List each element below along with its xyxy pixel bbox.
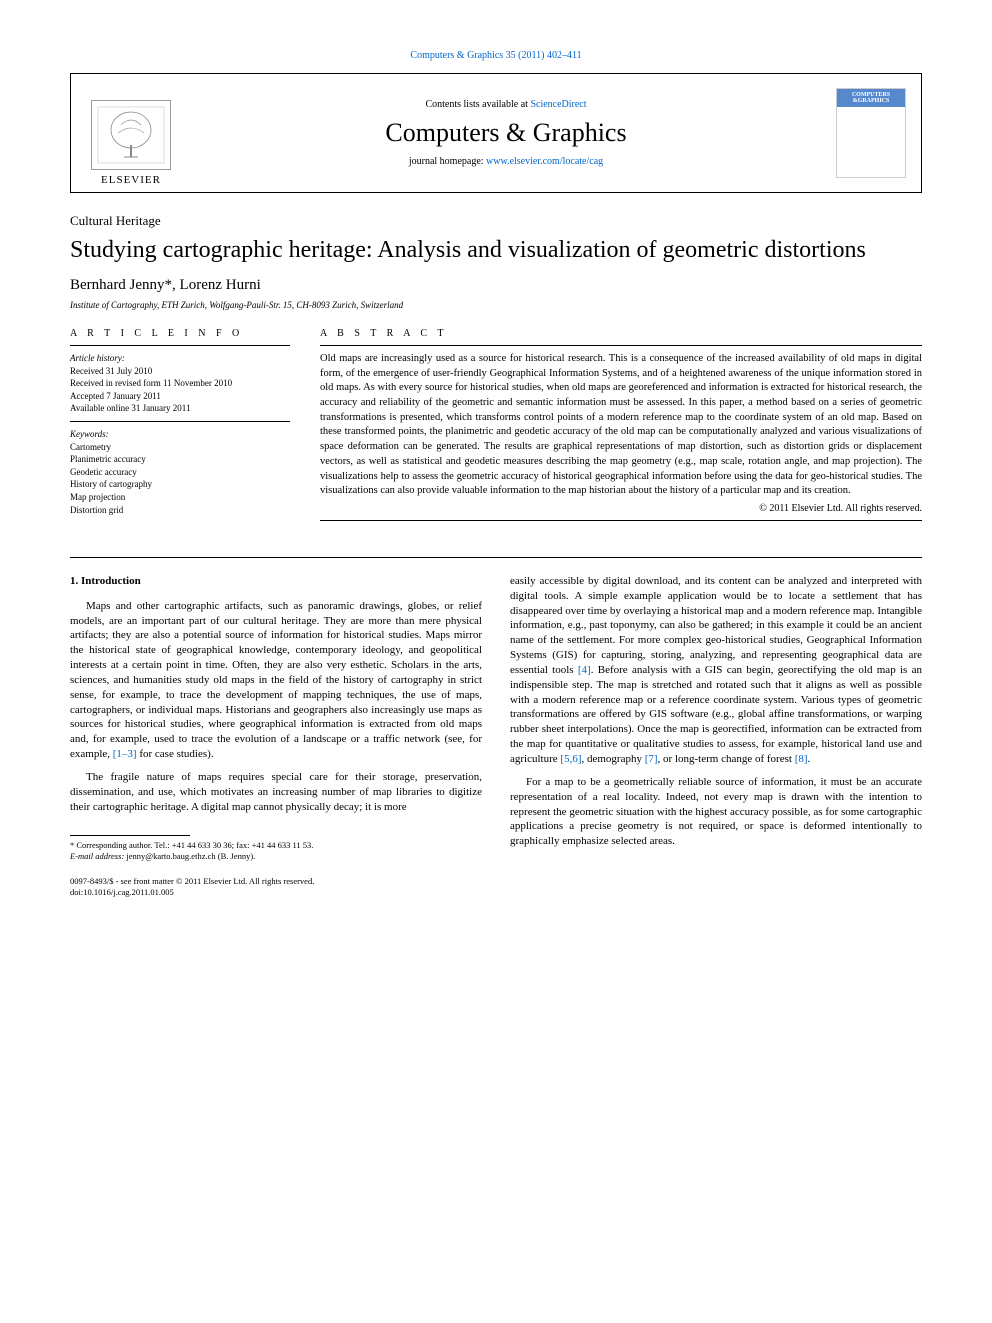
- paragraph: For a map to be a geometrically reliable…: [510, 775, 922, 849]
- journal-header: ELSEVIER Contents lists available at Sci…: [70, 73, 922, 193]
- online-date: Available online 31 January 2011: [70, 402, 290, 415]
- affiliation: Institute of Cartography, ETH Zurich, Wo…: [70, 300, 922, 310]
- keyword: Cartometry: [70, 441, 290, 454]
- article-info-heading: A R T I C L E I N F O: [70, 328, 290, 339]
- doi-line: doi:10.1016/j.cag.2011.01.005: [70, 887, 482, 898]
- keyword: Map projection: [70, 491, 290, 504]
- received-date: Received 31 July 2010: [70, 365, 290, 378]
- journal-citation: Computers & Graphics 35 (2011) 402–411: [70, 50, 922, 61]
- journal-cover-thumb: COMPUTERS &GRAPHICS: [821, 74, 921, 192]
- accepted-date: Accepted 7 January 2011: [70, 390, 290, 403]
- abstract-heading: A B S T R A C T: [320, 328, 922, 339]
- revised-date: Received in revised form 11 November 201…: [70, 377, 290, 390]
- right-column: easily accessible by digital download, a…: [510, 574, 922, 898]
- keyword: Geodetic accuracy: [70, 466, 290, 479]
- body-columns: 1. Introduction Maps and other cartograp…: [70, 574, 922, 898]
- sciencedirect-link[interactable]: ScienceDirect: [530, 99, 586, 110]
- keyword: Planimetric accuracy: [70, 453, 290, 466]
- footer-info: 0097-8493/$ - see front matter © 2011 El…: [70, 876, 482, 898]
- corresponding-author-footnote: * Corresponding author. Tel.: +41 44 633…: [70, 840, 482, 862]
- journal-title: Computers & Graphics: [385, 118, 626, 148]
- history-label: Article history:: [70, 352, 290, 365]
- issn-line: 0097-8493/$ - see front matter © 2011 El…: [70, 876, 482, 887]
- elsevier-tree-icon: [91, 100, 171, 170]
- paragraph: Maps and other cartographic artifacts, s…: [70, 599, 482, 762]
- publisher-name: ELSEVIER: [101, 174, 161, 186]
- ref-link[interactable]: [7]: [645, 753, 658, 765]
- article-info-column: A R T I C L E I N F O Article history: R…: [70, 328, 290, 527]
- contents-line: Contents lists available at ScienceDirec…: [425, 99, 586, 110]
- keyword: History of cartography: [70, 478, 290, 491]
- footnote-separator: [70, 835, 190, 836]
- abstract-text: Old maps are increasingly used as a sour…: [320, 352, 922, 499]
- authors: Bernhard Jenny*, Lorenz Hurni: [70, 277, 922, 294]
- abstract-copyright: © 2011 Elsevier Ltd. All rights reserved…: [320, 503, 922, 514]
- homepage-link[interactable]: www.elsevier.com/locate/cag: [486, 156, 603, 167]
- left-column: 1. Introduction Maps and other cartograp…: [70, 574, 482, 898]
- section-heading: 1. Introduction: [70, 574, 482, 589]
- ref-link[interactable]: [8]: [795, 753, 808, 765]
- abstract-column: A B S T R A C T Old maps are increasingl…: [320, 328, 922, 527]
- homepage-line: journal homepage: www.elsevier.com/locat…: [409, 156, 603, 167]
- keywords-label: Keywords:: [70, 428, 290, 441]
- publisher-logo-block: ELSEVIER: [71, 74, 191, 192]
- ref-link[interactable]: [4]: [578, 664, 591, 676]
- paragraph: The fragile nature of maps requires spec…: [70, 770, 482, 815]
- ref-link[interactable]: [5,6]: [560, 753, 581, 765]
- paragraph: easily accessible by digital download, a…: [510, 574, 922, 767]
- section-tag: Cultural Heritage: [70, 213, 922, 229]
- paper-title: Studying cartographic heritage: Analysis…: [70, 235, 922, 265]
- keyword: Distortion grid: [70, 504, 290, 517]
- ref-link[interactable]: [1–3]: [113, 748, 137, 760]
